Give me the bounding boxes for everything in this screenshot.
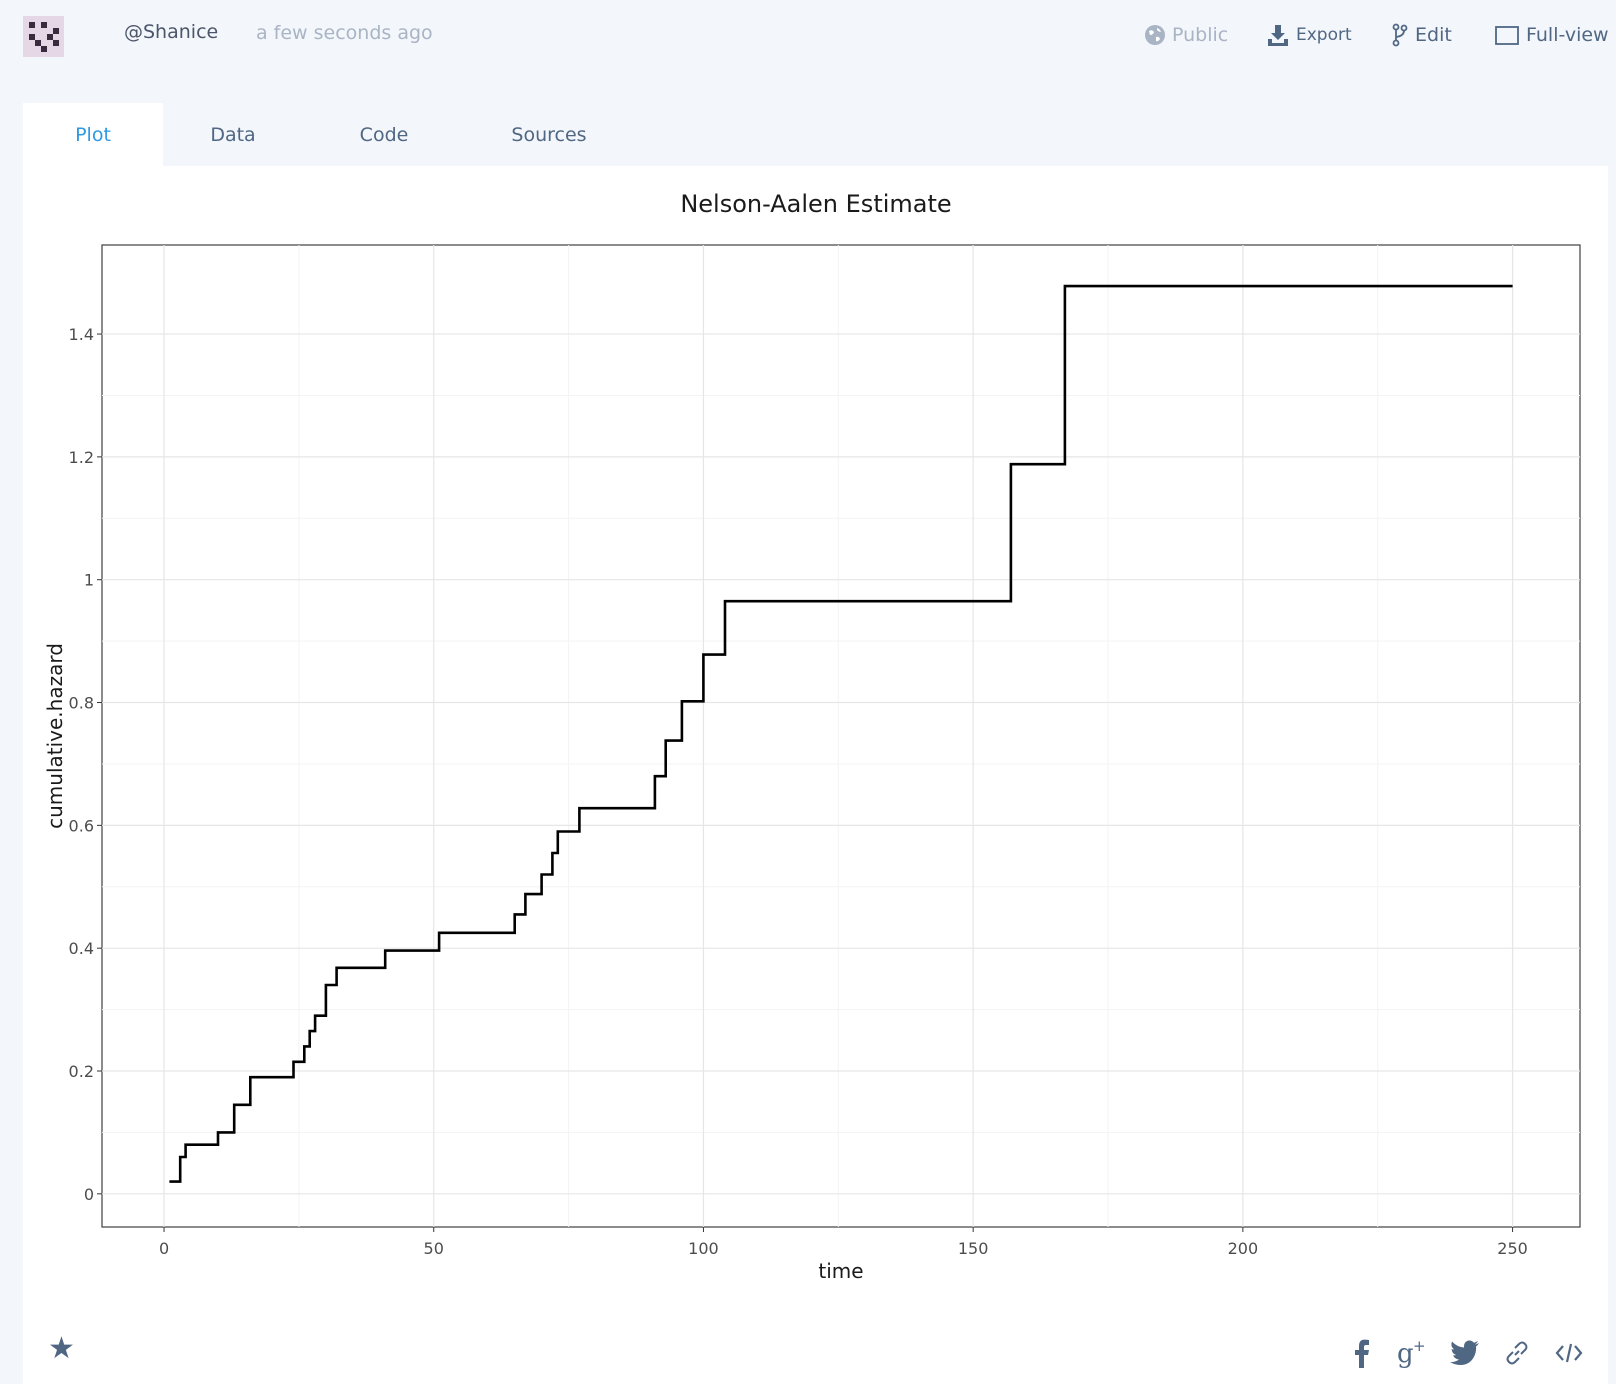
- y-tick-label: 1: [84, 571, 94, 590]
- export-button[interactable]: Export: [1266, 18, 1352, 52]
- y-axis-label: cumulative.hazard: [43, 643, 67, 829]
- public-button[interactable]: Public: [1144, 18, 1228, 52]
- fork-icon: [1391, 23, 1409, 47]
- plot-area: [101, 244, 1581, 1228]
- twitter-icon[interactable]: [1449, 1336, 1481, 1370]
- full-view-button[interactable]: Full-view: [1494, 18, 1609, 52]
- series-layer: [169, 284, 1513, 1183]
- tab-data[interactable]: Data: [210, 123, 256, 146]
- plot-panel: 0 50 100 150 200 250 0 0.2 0.4 0.6 0.8 1 1.2 1.4 Nels…: [23, 166, 1608, 1384]
- nelson-aalen-chart[interactable]: 0 50 100 150 200 250 0 0.2 0.4 0.6 0.8 1 1.2 1.4 Nels…: [23, 166, 1608, 1316]
- edit-label: Edit: [1415, 24, 1452, 46]
- header: @Shanice a few seconds ago Public Export: [0, 0, 1616, 72]
- full-view-label: Full-view: [1526, 24, 1609, 46]
- facebook-icon[interactable]: [1349, 1336, 1375, 1370]
- x-tick-label: 200: [1228, 1239, 1259, 1258]
- chart-title: Nelson-Aalen Estimate: [680, 190, 951, 218]
- export-label: Export: [1296, 25, 1352, 45]
- tab-sources[interactable]: Sources: [511, 123, 587, 146]
- y-tick-label: 0.4: [69, 939, 94, 958]
- edit-button[interactable]: Edit: [1391, 18, 1452, 52]
- svg-text:+: +: [1413, 1338, 1426, 1355]
- x-tick-label: 100: [688, 1239, 719, 1258]
- public-label: Public: [1172, 24, 1229, 46]
- x-tick-label: 150: [958, 1239, 989, 1258]
- cumulative-hazard-step-line[interactable]: [169, 284, 1513, 1183]
- tab-code[interactable]: Code: [359, 123, 409, 146]
- x-tick-label: 50: [424, 1239, 444, 1258]
- tab-plot[interactable]: Plot: [23, 103, 163, 166]
- link-icon[interactable]: [1502, 1336, 1532, 1370]
- username-link[interactable]: @Shanice: [124, 21, 219, 43]
- timestamp: a few seconds ago: [256, 22, 433, 44]
- google-plus-icon[interactable]: g +: [1397, 1336, 1431, 1370]
- grid-lines: [102, 245, 1580, 1227]
- y-tick-label: 1.4: [69, 325, 94, 344]
- svg-text:g: g: [1397, 1339, 1414, 1368]
- embed-icon[interactable]: [1554, 1336, 1584, 1370]
- x-tick-label: 250: [1497, 1239, 1528, 1258]
- y-tick-label: 0.8: [69, 694, 94, 713]
- y-tick-label: 0: [84, 1185, 94, 1204]
- y-tick-label: 1.2: [69, 448, 94, 467]
- avatar[interactable]: [23, 16, 64, 57]
- x-axis-label: time: [818, 1259, 863, 1283]
- tab-bar: Plot Data Code Sources: [23, 103, 1608, 166]
- fullscreen-icon: [1494, 24, 1520, 46]
- globe-icon: [1144, 24, 1166, 46]
- download-icon: [1266, 23, 1290, 47]
- y-tick-label: 0.2: [69, 1062, 94, 1081]
- y-tick-label: 0.6: [69, 816, 94, 835]
- x-tick-label: 0: [159, 1239, 169, 1258]
- star-icon[interactable]: ★: [48, 1331, 75, 1366]
- axes: 0 50 100 150 200 250 0 0.2 0.4 0.6 0.8 1 1.2 1.4: [69, 325, 1528, 1258]
